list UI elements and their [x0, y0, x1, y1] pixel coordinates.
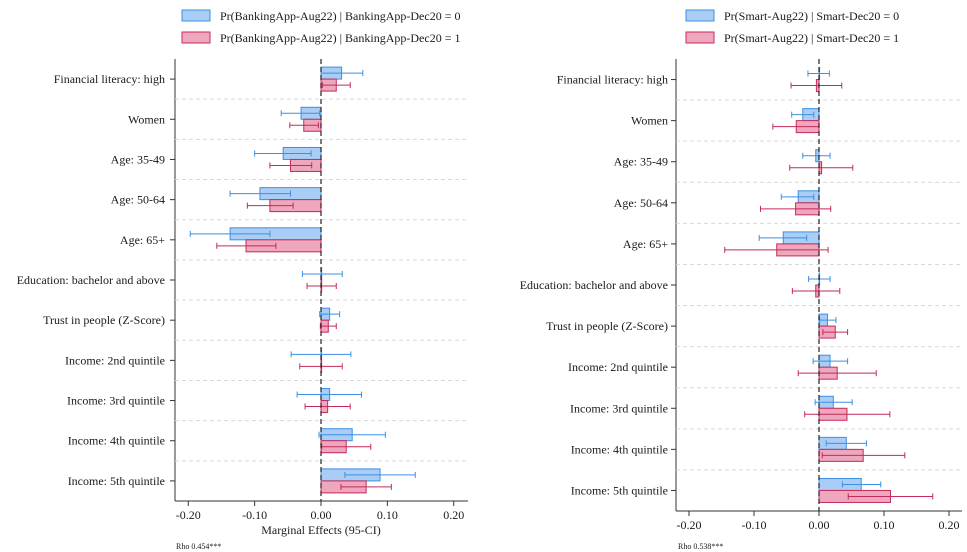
left-category-label: Education: bachelor and above	[17, 273, 165, 287]
left-category-label: Women	[128, 112, 165, 126]
left-category-label: Trust in people (Z-Score)	[43, 313, 165, 327]
right-x-tick-label: 0.10	[874, 518, 895, 532]
right-category-label: Age: 50-64	[614, 196, 668, 210]
right-x-tick-label: -0.20	[677, 518, 702, 532]
left-category-label: Financial literacy: high	[54, 72, 165, 86]
right-x-tick-label: -0.10	[742, 518, 767, 532]
right-x-tick-label: 0.20	[939, 518, 960, 532]
left-x-tick-label: 0.20	[443, 508, 464, 522]
left-legend-label-blue: Pr(BankingApp-Aug22) | BankingApp-Dec20 …	[220, 9, 460, 23]
right-legend-label-blue: Pr(Smart-Aug22) | Smart-Dec20 = 0	[724, 9, 899, 23]
left-rho-note: Rho 0.454***	[176, 542, 221, 551]
right-legend: Pr(Smart-Aug22) | Smart-Dec20 = 0 Pr(Sma…	[685, 9, 899, 45]
left-x-tick-label: -0.10	[242, 508, 267, 522]
right-category-label: Trust in people (Z-Score)	[546, 319, 668, 333]
left-category-label: Income: 4th quintile	[68, 434, 165, 448]
right-x-tick-label: 0.00	[809, 518, 830, 532]
right-category-label: Women	[631, 114, 668, 128]
right-category-label: Income: 4th quintile	[571, 442, 668, 456]
right-plot-area: -0.20 -0.10 0.00 0.10 0.20 Financial literacy…	[520, 59, 962, 532]
right-chart: Pr(Smart-Aug22) | Smart-Dec20 = 0 Pr(Sma…	[520, 9, 962, 551]
left-x-tick-label: -0.20	[176, 508, 201, 522]
left-chart: Pr(BankingApp-Aug22) | BankingApp-Dec20 …	[17, 9, 468, 551]
left-category-label: Age: 50-64	[111, 193, 165, 207]
left-x-tick-label: 0.10	[377, 508, 398, 522]
left-legend: Pr(BankingApp-Aug22) | BankingApp-Dec20 …	[181, 9, 460, 45]
right-category-label: Financial literacy: high	[557, 73, 668, 87]
left-category-label: Age: 35-49	[111, 152, 165, 166]
right-category-label: Income: 2nd quintile	[568, 360, 668, 374]
left-category-label: Income: 5th quintile	[68, 474, 165, 488]
right-category-label: Age: 35-49	[614, 155, 668, 169]
left-legend-label-pink: Pr(BankingApp-Aug22) | BankingApp-Dec20 …	[220, 31, 460, 45]
right-category-label: Education: bachelor and above	[520, 278, 668, 292]
left-plot-area: -0.20 -0.10 0.00 0.10 0.20 Financial literacy…	[17, 59, 468, 522]
right-legend-swatch-pink	[685, 31, 715, 44]
right-category-label: Age: 65+	[623, 237, 668, 251]
right-legend-swatch-blue	[685, 9, 715, 22]
left-category-label: Income: 2nd quintile	[65, 353, 165, 367]
right-category-label: Income: 3rd quintile	[570, 401, 668, 415]
left-category-label: Income: 3rd quintile	[67, 394, 165, 408]
left-x-tick-label: 0.00	[311, 508, 332, 522]
right-legend-label-pink: Pr(Smart-Aug22) | Smart-Dec20 = 1	[724, 31, 899, 45]
right-rho-note: Rho 0.538***	[678, 542, 723, 551]
right-category-label: Income: 5th quintile	[571, 483, 668, 497]
left-category-label: Age: 65+	[120, 233, 165, 247]
left-legend-swatch-blue	[181, 9, 211, 22]
left-legend-swatch-pink	[181, 31, 211, 44]
left-x-axis-label: Marginal Effects (95-CI)	[261, 523, 381, 537]
